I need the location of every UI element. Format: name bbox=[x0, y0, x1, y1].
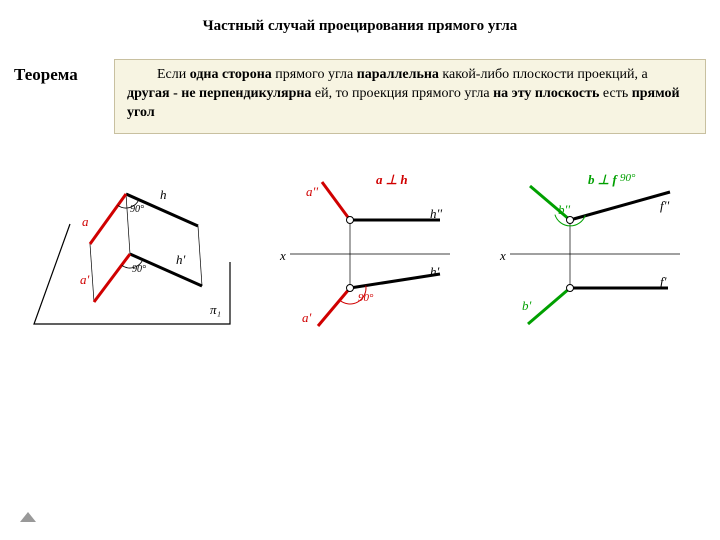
d2-title: a ⊥ h bbox=[376, 172, 408, 188]
lbl-b2: b'' bbox=[558, 202, 570, 218]
diagram-1: h a a' h' 90° 90° π₁ bbox=[30, 174, 240, 334]
lbl-ang1: 90° bbox=[130, 204, 144, 215]
theorem-row: Теорема Если одна сторона прямого угла п… bbox=[0, 59, 720, 134]
lbl-f2: f'' bbox=[660, 198, 669, 214]
lbl-ap: a' bbox=[80, 272, 89, 288]
lbl-h: h bbox=[160, 187, 167, 203]
lbl-hp: h' bbox=[176, 252, 185, 268]
d1-lines bbox=[90, 194, 202, 302]
lbl-h2: h'' bbox=[430, 206, 442, 222]
slide-marker-icon bbox=[20, 512, 36, 522]
lbl-f1: f' bbox=[660, 274, 666, 290]
lbl-a: a bbox=[82, 214, 89, 230]
diagrams-row: h a a' h' 90° 90° π₁ a ⊥ h a'' h'' a' h'… bbox=[0, 174, 720, 334]
lbl-h1: h' bbox=[430, 264, 439, 280]
lbl-ang3: 90° bbox=[620, 172, 635, 184]
lbl-a2: a'' bbox=[306, 184, 318, 200]
lbl-x3: x bbox=[500, 248, 506, 264]
lbl-a1: a' bbox=[302, 310, 311, 326]
lbl-b1: b' bbox=[522, 298, 531, 314]
diagram-1-svg bbox=[30, 174, 240, 334]
theorem-label: Теорема bbox=[14, 59, 114, 134]
d3-lines bbox=[528, 186, 670, 324]
diagram-2: a ⊥ h a'' h'' a' h' 90° x bbox=[280, 174, 460, 334]
diagram-3: b ⊥ f b'' f'' b' f' 90° x bbox=[500, 174, 690, 334]
theorem-text: Если одна сторона прямого угла параллель… bbox=[114, 59, 706, 134]
lbl-pi: π₁ bbox=[210, 302, 221, 318]
page-title: Частный случай проецирования прямого угл… bbox=[0, 0, 720, 35]
lbl-ang: 90° bbox=[358, 292, 373, 304]
lbl-x: x bbox=[280, 248, 286, 264]
d3-title: b ⊥ f bbox=[588, 172, 617, 188]
lbl-ang2: 90° bbox=[132, 264, 146, 275]
